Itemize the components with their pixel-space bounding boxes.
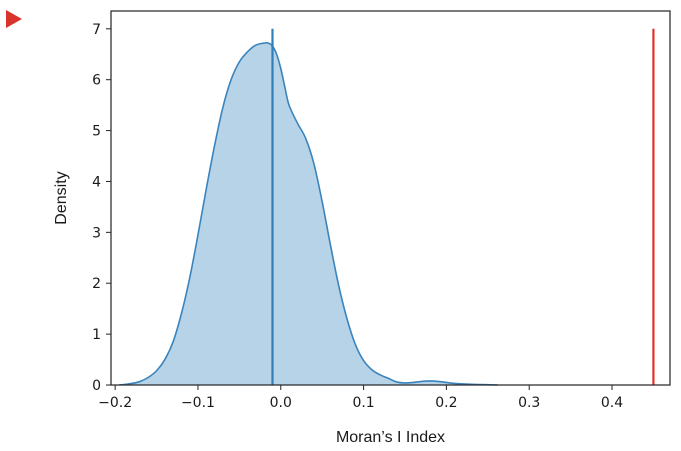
density-area [119, 42, 498, 385]
x-tick-label: 0.1 [352, 395, 374, 411]
x-tick-label: 0.2 [435, 395, 457, 411]
y-tick-label: 1 [92, 327, 101, 343]
y-tick-label: 0 [92, 378, 101, 394]
play-triangle-icon [6, 10, 22, 32]
y-tick-label: 2 [92, 276, 101, 292]
axes [110, 10, 671, 386]
y-tick-label: 7 [92, 22, 101, 38]
y-tick-label: 6 [92, 73, 101, 89]
y-tick-label: 3 [92, 225, 101, 241]
x-tick-label: 0.4 [601, 395, 623, 411]
x-tick-label: 0.3 [518, 395, 540, 411]
x-tick-label: −0.1 [181, 395, 215, 411]
y-axis-ticks: 0 1 2 3 4 5 6 7 [92, 22, 111, 394]
plot-frame [110, 10, 671, 386]
y-tick-label: 5 [92, 124, 101, 140]
x-tick-label: 0.0 [270, 395, 292, 411]
plot-area [119, 28, 655, 386]
y-tick-label: 4 [92, 174, 101, 190]
density-curve [119, 41, 498, 386]
y-axis-label: Density [53, 171, 70, 224]
x-axis-label: Moran’s I Index [336, 429, 445, 446]
x-axis-ticks: −0.2 −0.1 0.0 0.1 0.2 0.3 0.4 [98, 385, 623, 411]
x-tick-label: −0.2 [98, 395, 132, 411]
